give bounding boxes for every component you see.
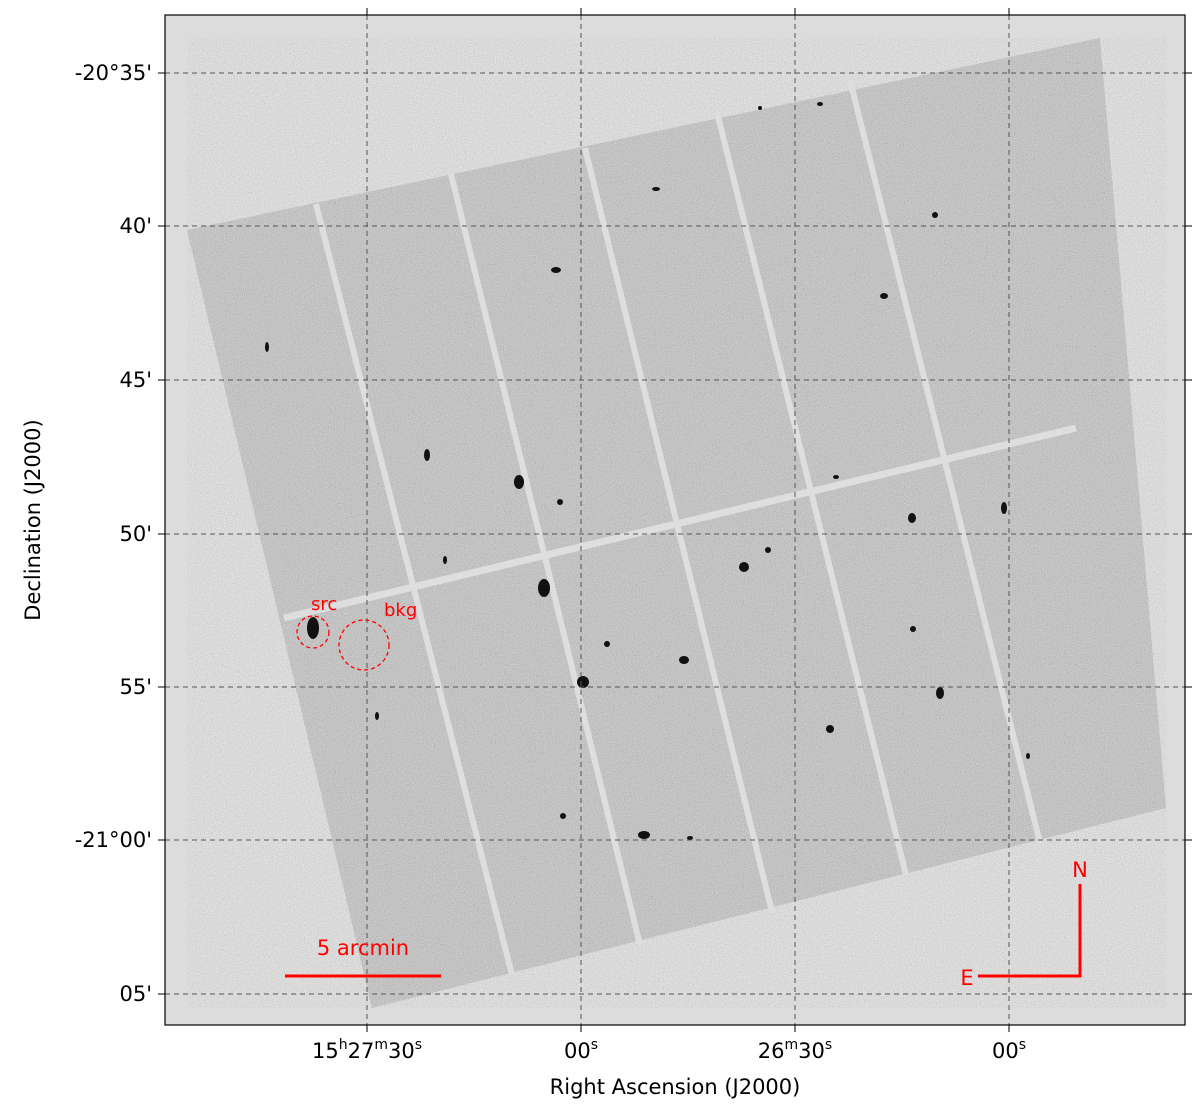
east-label: E	[960, 966, 973, 990]
plot-frame	[164, 14, 1186, 1026]
y-tick-label: 50'	[120, 522, 153, 546]
sources	[265, 102, 1030, 840]
src-region	[296, 615, 330, 649]
bkg-label: bkg	[384, 600, 417, 621]
y-tick-label: -20°35'	[75, 61, 152, 85]
bkg-region	[338, 619, 390, 671]
annotations: src bkg 5 arcmin N E	[285, 594, 1088, 990]
y-tick-label: 40'	[120, 214, 153, 238]
scale-bar-label: 5 arcmin	[317, 936, 409, 960]
chip-gaps	[283, 79, 1077, 976]
y-tick-label: 05'	[120, 982, 153, 1006]
north-label: N	[1072, 858, 1088, 882]
x-tick-label: 00s	[564, 1037, 598, 1063]
y-tick-label: -21°00'	[75, 828, 152, 852]
x-tick-label: 26m30s	[758, 1037, 832, 1063]
x-tick-label: 15h27m30s	[312, 1037, 422, 1063]
x-tick-label: 00s	[992, 1037, 1026, 1063]
y-tick-label: 45'	[120, 368, 153, 392]
y-tick-label: 55'	[120, 675, 153, 699]
x-tick-labels: 15h27m30s 00s 26m30s 00s	[312, 1037, 1026, 1063]
y-tick-labels: -20°35' 40' 45' 50' 55' -21°00' 05'	[75, 61, 152, 1006]
y-axis-title: Declination (J2000)	[21, 419, 45, 620]
grid-lines	[165, 15, 1185, 1025]
x-axis-title: Right Ascension (J2000)	[550, 1075, 801, 1099]
src-label: src	[311, 594, 337, 615]
tick-marks	[158, 8, 1192, 1032]
